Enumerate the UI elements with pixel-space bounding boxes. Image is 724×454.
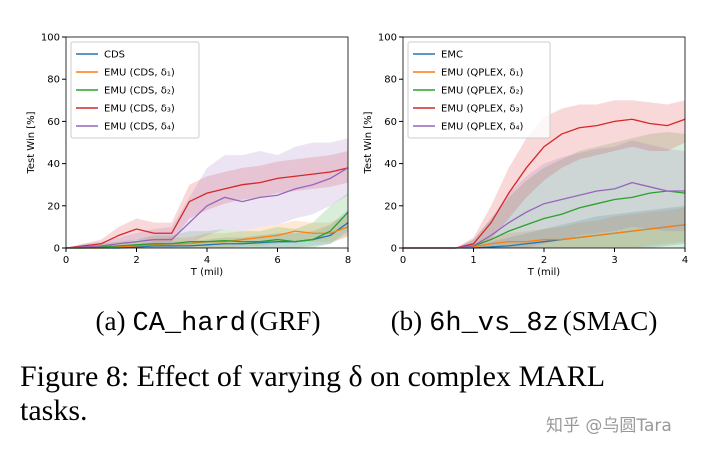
- x-tick-label: 1: [470, 255, 476, 266]
- y-tick-label: 20: [47, 201, 60, 212]
- subfigure-caption: (a) CA_hard (GRF): [96, 306, 321, 339]
- y-axis-label: Test Win [%]: [363, 111, 374, 174]
- y-tick-label: 80: [384, 75, 397, 86]
- y-tick-label: 40: [384, 159, 397, 170]
- figure-caption: Figure 8: Effect of varying δ on complex…: [20, 360, 605, 393]
- std-band: [66, 193, 348, 248]
- x-tick-label: 4: [682, 255, 688, 266]
- caption-code: 6h_vs_8z: [429, 309, 559, 339]
- x-tick-label: 0: [400, 255, 406, 266]
- x-tick-label: 0: [63, 255, 69, 266]
- legend-label: EMU (QPLEX, δ₃): [441, 104, 523, 115]
- caption-code: CA_hard: [133, 309, 246, 339]
- legend-label: EMU (CDS, δ₂): [104, 86, 175, 97]
- std-band: [403, 131, 685, 248]
- legend-box: [407, 41, 551, 139]
- y-tick-label: 0: [391, 244, 397, 255]
- y-tick-label: 60: [47, 117, 60, 128]
- figure-caption: tasks.: [20, 394, 88, 427]
- y-tick-label: 80: [47, 75, 60, 86]
- watermark: 知乎 @乌圆Tara: [546, 416, 672, 436]
- std-band: [403, 205, 685, 248]
- legend-label: EMU (QPLEX, δ₂): [441, 86, 523, 97]
- series-line: [66, 211, 349, 249]
- x-tick-label: 2: [133, 255, 139, 266]
- legend-label: EMU (QPLEX, δ₄): [441, 122, 523, 133]
- x-tick-label: 8: [345, 255, 351, 266]
- series-line: [65, 167, 349, 249]
- series-line: [65, 167, 349, 249]
- legend-box: [70, 41, 200, 139]
- legend-label: EMU (CDS, δ₄): [104, 122, 175, 133]
- y-axis-label: Test Win [%]: [26, 111, 37, 174]
- std-band: [403, 100, 685, 248]
- y-tick-label: 100: [378, 33, 397, 44]
- x-tick-label: 3: [611, 255, 617, 266]
- legend-label: EMC: [441, 50, 463, 61]
- std-band: [403, 207, 685, 248]
- y-tick-label: 40: [47, 159, 60, 170]
- caption-source: (GRF): [250, 306, 321, 336]
- caption-source: (SMAC): [563, 306, 658, 336]
- legend-label: CDS: [104, 50, 125, 61]
- caption-label: (b): [391, 306, 422, 336]
- std-band: [403, 140, 685, 248]
- std-band: [66, 210, 348, 248]
- x-tick-label: 4: [204, 255, 210, 266]
- subfigure-caption: (b) 6h_vs_8z (SMAC): [391, 306, 658, 339]
- y-tick-label: 0: [54, 244, 60, 255]
- y-tick-label: 20: [384, 201, 397, 212]
- legend-label: EMU (QPLEX, δ₁): [441, 68, 523, 79]
- x-axis-label: T (mil): [527, 267, 560, 278]
- x-tick-label: 2: [541, 255, 547, 266]
- std-band: [66, 150, 348, 248]
- y-tick-label: 60: [384, 117, 397, 128]
- caption-label: (a): [96, 306, 126, 336]
- x-tick-label: 6: [274, 255, 280, 266]
- y-tick-label: 100: [41, 33, 60, 44]
- legend-label: EMU (CDS, δ₁): [104, 68, 175, 79]
- x-axis-label: T (mil): [190, 267, 223, 278]
- legend-label: EMU (CDS, δ₃): [104, 104, 175, 115]
